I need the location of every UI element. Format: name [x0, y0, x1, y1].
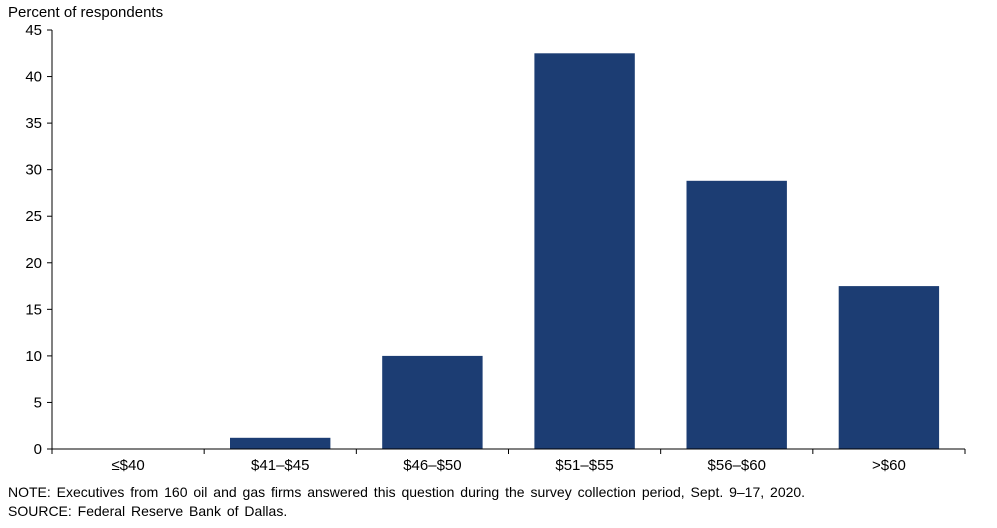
y-tick-label: 25 — [25, 208, 42, 225]
x-tick-label: ≤$40 — [111, 457, 144, 474]
x-tick-label: $46–$50 — [403, 457, 461, 474]
axes-group — [51, 30, 965, 450]
bar-4 — [686, 180, 787, 450]
chart-source: SOURCE: Federal Reserve Bank of Dallas. — [8, 503, 288, 519]
bar-5 — [838, 286, 940, 449]
chart-note: NOTE: Executives from 160 oil and gas fi… — [8, 484, 806, 500]
y-tick-label: 5 — [34, 394, 42, 411]
bars-group — [230, 53, 940, 450]
y-tick-label: 0 — [34, 441, 42, 458]
y-tick-label: 30 — [25, 162, 42, 179]
bar-3 — [534, 53, 635, 450]
y-axis-title: Percent of respondents — [8, 4, 164, 21]
x-tick-label: $51–$55 — [555, 457, 613, 474]
x-tick-label: >$60 — [872, 457, 906, 474]
bar-2 — [382, 355, 483, 449]
y-tick-label: 15 — [25, 301, 42, 318]
x-ticks-group: ≤$40 $41–$45 $46–$50 $51–$55 $56–$60 >$60 — [51, 449, 966, 474]
y-tick-label: 45 — [25, 22, 42, 39]
y-tick-label: 10 — [25, 348, 42, 365]
y-ticks-group: 0 5 10 15 20 25 30 35 40 45 — [25, 22, 52, 458]
y-tick-label: 35 — [25, 115, 42, 132]
y-tick-label: 20 — [25, 255, 42, 272]
bar-1 — [230, 437, 331, 449]
bar-chart: 0 5 10 15 20 25 30 35 40 45 ≤$40 $41–$45 $46–$50 $51… — [25, 22, 966, 474]
x-tick-label: $41–$45 — [251, 457, 309, 474]
x-tick-label: $56–$60 — [708, 457, 766, 474]
y-tick-label: 40 — [25, 69, 42, 86]
